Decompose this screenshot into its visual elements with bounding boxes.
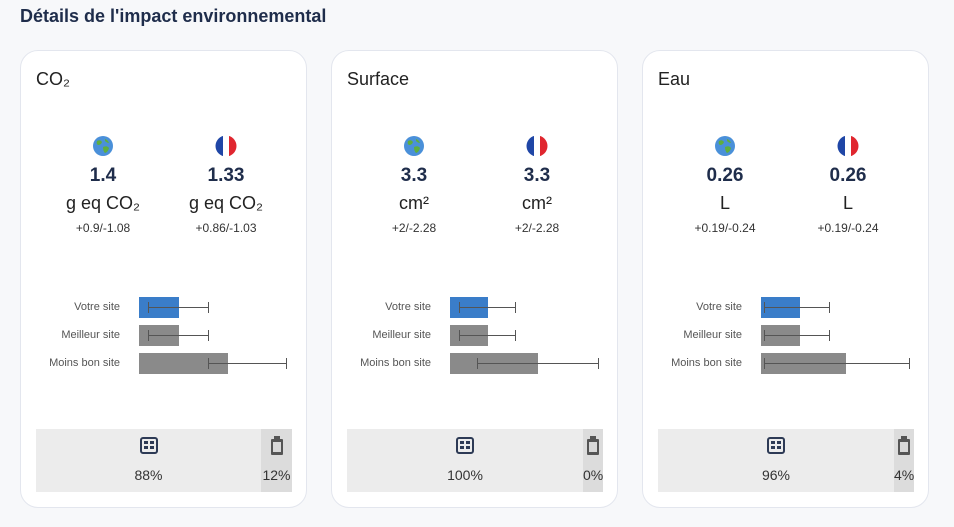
impact-range: +0.19/-0.24	[817, 221, 879, 235]
error-bar	[147, 335, 209, 336]
error-cap	[476, 358, 478, 369]
region-world: 0.26 L +0.19/-0.24	[670, 135, 780, 235]
energy-split: 88% 12%	[36, 429, 292, 492]
globe-icon	[92, 135, 114, 157]
impact-unit: L	[842, 193, 853, 213]
error-cap	[286, 358, 288, 369]
error-cap	[147, 302, 149, 313]
error-cap	[764, 302, 766, 313]
impact-value: 1.4	[89, 165, 117, 186]
impact-unit: g eq CO₂	[65, 193, 141, 213]
region-france: 3.3 cm² +2/-2.28	[482, 135, 592, 235]
split-left-percent: 88%	[134, 467, 163, 483]
error-cap	[597, 358, 599, 369]
impact-value: 3.3	[400, 165, 428, 186]
battery-icon	[270, 436, 288, 456]
region-france: 0.26 L +0.19/-0.24	[793, 135, 903, 235]
bar-label: Votre site	[74, 301, 120, 313]
card-title: Surface	[347, 69, 410, 89]
impact-card: CO₂ 1.4 g eq CO₂ +0.9/-1.08 1.33 g eq CO…	[20, 50, 307, 508]
error-bar	[208, 363, 287, 364]
calculator-icon	[139, 436, 158, 456]
comparison-bar-chart: Votre site Meilleur site Moins bon site	[643, 291, 930, 381]
calculator-icon	[456, 436, 474, 456]
impact-unit: cm²	[522, 193, 552, 213]
error-cap	[829, 330, 831, 341]
error-bar	[764, 307, 830, 308]
split-right-segment: 0%	[583, 429, 603, 492]
impact-value: 0.26	[829, 165, 867, 186]
bar	[139, 353, 229, 374]
comparison-bar-chart: Votre site Meilleur site Moins bon site	[332, 291, 619, 381]
error-bar	[459, 335, 516, 336]
bar-label: Moins bon site	[671, 357, 742, 369]
error-bar	[764, 335, 830, 336]
card-title: Eau	[658, 69, 691, 89]
bar-label: Meilleur site	[683, 329, 742, 341]
bar-label: Moins bon site	[360, 357, 431, 369]
impact-range: +0.19/-0.24	[694, 221, 756, 235]
split-left-percent: 100%	[447, 467, 483, 483]
globe-icon	[714, 135, 736, 157]
france-flag-icon	[215, 135, 237, 157]
error-bar	[764, 363, 910, 364]
error-cap	[208, 302, 210, 313]
bar-label: Meilleur site	[372, 329, 431, 341]
split-right-percent: 4%	[894, 467, 915, 483]
region-world: 3.3 cm² +2/-2.28	[359, 135, 469, 235]
impact-unit: g eq CO₂	[188, 193, 264, 213]
error-cap	[764, 330, 766, 341]
error-cap	[208, 330, 210, 341]
error-cap	[459, 330, 461, 341]
split-right-percent: 12%	[262, 467, 291, 483]
battery-icon	[586, 436, 604, 456]
error-cap	[764, 358, 766, 369]
error-cap	[208, 358, 210, 369]
error-bar	[459, 307, 516, 308]
impact-unit: cm²	[399, 193, 429, 213]
bar-label: Votre site	[385, 301, 431, 313]
region-france: 1.33 g eq CO₂ +0.86/-1.03	[171, 135, 281, 235]
region-world: 1.4 g eq CO₂ +0.9/-1.08	[48, 135, 158, 235]
error-cap	[829, 302, 831, 313]
impact-range: +0.86/-1.03	[195, 221, 257, 235]
impact-range: +2/-2.28	[391, 221, 437, 235]
bar-label: Votre site	[696, 301, 742, 313]
split-right-segment: 12%	[261, 429, 292, 492]
error-cap	[147, 330, 149, 341]
error-bar	[147, 307, 209, 308]
error-cap	[515, 302, 517, 313]
france-flag-icon	[526, 135, 548, 157]
impact-value: 0.26	[706, 165, 744, 186]
impact-value: 3.3	[523, 165, 551, 186]
energy-split: 96% 4%	[658, 429, 914, 492]
page-title: Détails de l'impact environnemental	[20, 6, 327, 26]
error-cap	[459, 302, 461, 313]
bar-label: Meilleur site	[61, 329, 120, 341]
france-flag-icon	[837, 135, 859, 157]
battery-icon	[897, 436, 915, 456]
impact-range: +0.9/-1.08	[75, 221, 131, 235]
globe-icon	[403, 135, 425, 157]
impact-unit: L	[719, 193, 730, 213]
calculator-icon	[767, 436, 785, 456]
comparison-bar-chart: Votre site Meilleur site Moins bon site	[21, 291, 308, 381]
error-cap	[515, 330, 517, 341]
impact-card: Surface 3.3 cm² +2/-2.28 3.3 cm² +2/-2.2…	[331, 50, 618, 508]
impact-value: 1.33	[207, 165, 245, 186]
split-left-percent: 96%	[761, 467, 791, 483]
energy-split: 100% 0%	[347, 429, 603, 492]
impact-card: Eau 0.26 L +0.19/-0.24 0.26 L +0.19/-0.2…	[642, 50, 929, 508]
split-right-percent: 0%	[583, 467, 604, 483]
impact-range: +2/-2.28	[514, 221, 560, 235]
error-cap	[909, 358, 911, 369]
split-right-segment: 4%	[894, 429, 914, 492]
error-bar	[476, 363, 598, 364]
card-title: CO₂	[36, 69, 70, 89]
bar-label: Moins bon site	[49, 357, 120, 369]
